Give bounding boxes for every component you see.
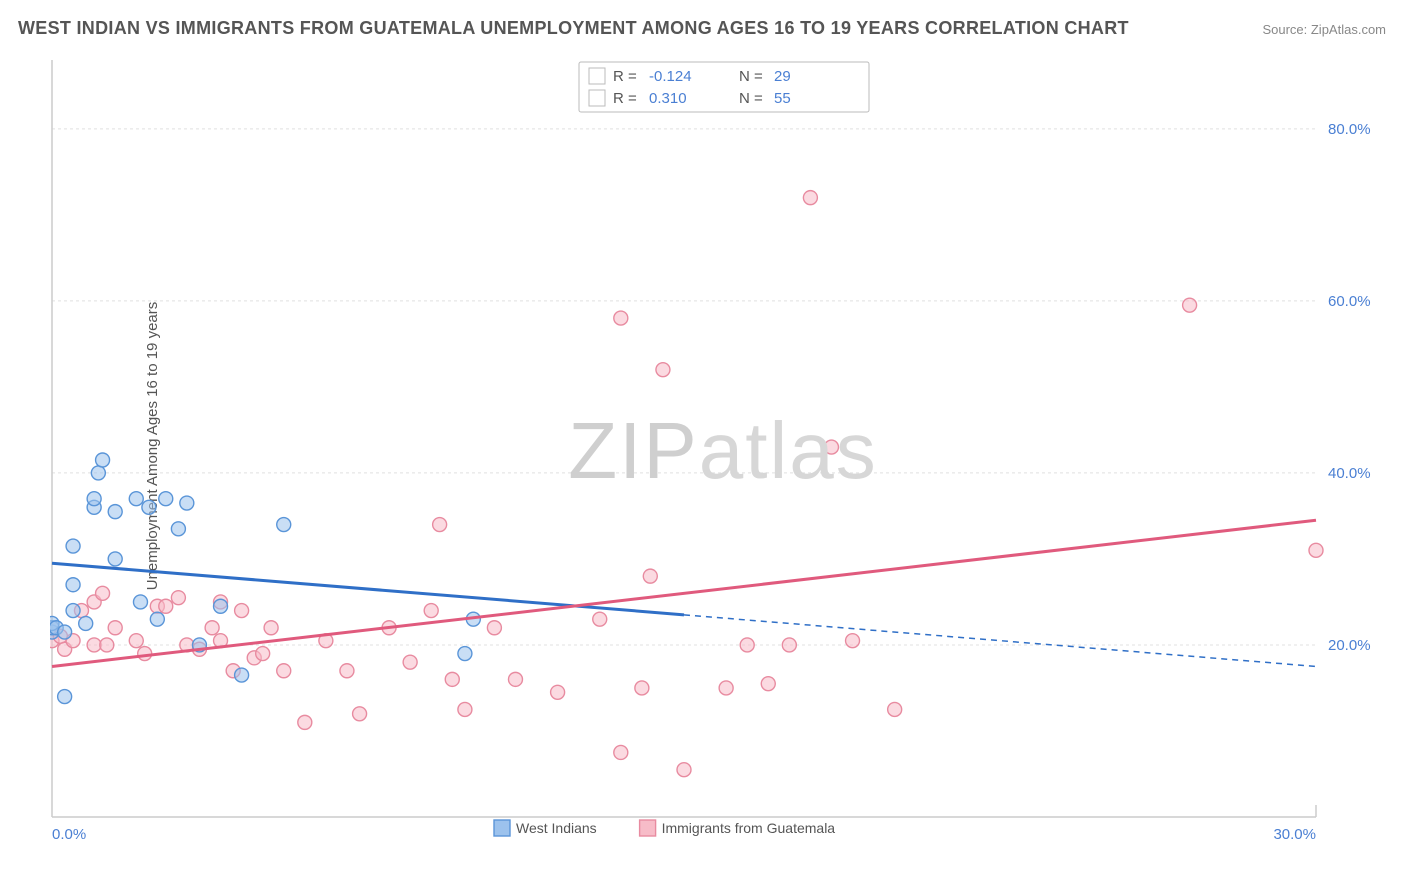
stat-legend: R = -0.124 N = 29 R = 0.310 N = 55 <box>579 62 869 112</box>
scatter-point <box>551 685 565 699</box>
trendline-west-indians-extrapolated <box>684 615 1316 667</box>
scatter-point <box>96 586 110 600</box>
scatter-point <box>235 668 249 682</box>
scatter-point <box>458 702 472 716</box>
scatter-point <box>66 539 80 553</box>
y-tick-label: 80.0% <box>1328 121 1371 138</box>
x-tick-label: 0.0% <box>52 826 86 843</box>
scatter-point <box>66 578 80 592</box>
scatter-point <box>138 647 152 661</box>
scatter-point <box>888 702 902 716</box>
x-tick-label: 30.0% <box>1273 826 1316 843</box>
scatter-point <box>91 466 105 480</box>
scatter-point <box>256 647 270 661</box>
scatter-point <box>108 621 122 635</box>
y-tick-label: 60.0% <box>1328 293 1371 310</box>
scatter-point <box>424 604 438 618</box>
scatter-point <box>264 621 278 635</box>
scatter-point <box>180 496 194 510</box>
legend-swatch-immigrants-guatemala <box>589 90 605 106</box>
scatter-point <box>487 621 501 635</box>
scatter-point <box>846 634 860 648</box>
scatter-point <box>150 612 164 626</box>
scatter-point <box>58 690 72 704</box>
scatter-point <box>108 552 122 566</box>
scatter-point <box>403 655 417 669</box>
scatter-point <box>719 681 733 695</box>
legend-swatch-west-indians <box>589 68 605 84</box>
legend-label: West Indians <box>516 820 597 836</box>
scatter-point <box>171 591 185 605</box>
svg-text:0.310: 0.310 <box>649 90 687 107</box>
legend-swatch <box>640 820 656 836</box>
scatter-point <box>353 707 367 721</box>
scatter-point <box>129 492 143 506</box>
scatter-point <box>79 616 93 630</box>
legend-label: Immigrants from Guatemala <box>662 820 836 836</box>
scatter-point <box>445 672 459 686</box>
scatter-point <box>761 677 775 691</box>
scatter-point <box>277 518 291 532</box>
legend-swatch <box>494 820 510 836</box>
scatter-point <box>656 363 670 377</box>
scatter-point <box>235 604 249 618</box>
svg-text:N =: N = <box>739 68 763 85</box>
scatter-chart: 20.0% 40.0% 60.0% 80.0% 0.0% 30.0% R = -0.124 N … <box>50 55 1396 847</box>
scatter-point <box>614 311 628 325</box>
y-tick-label: 40.0% <box>1328 465 1371 482</box>
scatter-point <box>159 599 173 613</box>
plot-area: ZIPatlas 20.0%40.0%60.0%80.0%0.0%30.0%R … <box>50 55 1396 847</box>
scatter-point <box>100 638 114 652</box>
svg-text:N =: N = <box>739 90 763 107</box>
scatter-point <box>87 492 101 506</box>
scatter-point <box>277 664 291 678</box>
scatter-point <box>159 492 173 506</box>
scatter-point <box>340 664 354 678</box>
scatter-point <box>803 191 817 205</box>
scatter-point <box>205 621 219 635</box>
scatter-point <box>214 599 228 613</box>
scatter-point <box>171 522 185 536</box>
scatter-point <box>1183 298 1197 312</box>
scatter-point <box>593 612 607 626</box>
chart-source: Source: ZipAtlas.com <box>1262 22 1386 37</box>
scatter-point <box>87 638 101 652</box>
scatter-point <box>1309 543 1323 557</box>
scatter-point <box>433 518 447 532</box>
scatter-point <box>96 453 110 467</box>
scatter-point <box>66 604 80 618</box>
svg-text:55: 55 <box>774 90 791 107</box>
bottom-legend: West Indians Immigrants from Guatemala <box>494 820 835 836</box>
svg-text:-0.124: -0.124 <box>649 68 692 85</box>
scatter-point <box>58 625 72 639</box>
svg-text:R =: R = <box>613 90 637 107</box>
scatter-point <box>458 647 472 661</box>
scatter-point <box>643 569 657 583</box>
scatter-point <box>782 638 796 652</box>
scatter-point <box>635 681 649 695</box>
scatter-point <box>142 500 156 514</box>
scatter-point <box>614 745 628 759</box>
svg-text:R =: R = <box>613 68 637 85</box>
scatter-point <box>129 634 143 648</box>
scatter-point <box>508 672 522 686</box>
scatter-point <box>133 595 147 609</box>
scatter-point <box>740 638 754 652</box>
scatter-point <box>108 505 122 519</box>
svg-text:29: 29 <box>774 68 791 85</box>
scatter-point <box>824 440 838 454</box>
scatter-point <box>677 763 691 777</box>
scatter-point <box>298 715 312 729</box>
chart-title: WEST INDIAN VS IMMIGRANTS FROM GUATEMALA… <box>18 18 1129 39</box>
trendline-west-indians <box>52 563 684 615</box>
y-tick-label: 20.0% <box>1328 637 1371 654</box>
